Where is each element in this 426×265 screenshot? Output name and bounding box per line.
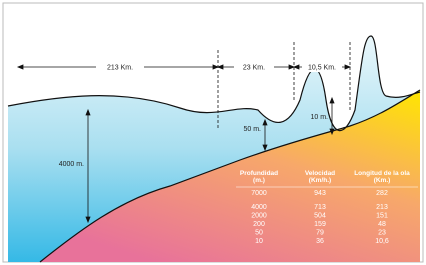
diagram: 213 Km. 23 Km. 10,5 Km. 4000 m. 50 m. 10…: [0, 0, 426, 265]
table-header-unit: (Km/h.): [309, 177, 331, 184]
table-cell: 10: [255, 238, 263, 245]
table-cell: 504: [314, 213, 326, 220]
table-cell: 713: [314, 204, 326, 211]
table-header: Velocidad: [305, 170, 335, 177]
table-cell: 151: [376, 213, 388, 220]
table-cell: 48: [378, 221, 386, 228]
table-cell: 213: [376, 204, 388, 211]
table-cell: 79: [316, 230, 324, 237]
table-cell: 7000: [251, 190, 267, 197]
table-cell: 50: [255, 230, 263, 237]
table-cell: 943: [314, 190, 326, 197]
distance-label: 23 Km.: [243, 65, 265, 72]
distance-label: 10,5 Km.: [308, 65, 336, 72]
table-cell: 282: [376, 190, 388, 197]
table-cell: 4000: [251, 204, 267, 211]
page: {"distances": ["213 Km.", "23 Km.", "10,…: [0, 0, 426, 265]
table-cell: 2000: [251, 213, 267, 220]
table-header-unit: (Km.): [374, 177, 391, 184]
table-cell: 200: [253, 221, 265, 228]
table-header: Profundidad: [240, 170, 278, 177]
table-cell: 36: [316, 238, 324, 245]
table-header-unit: (m.): [253, 177, 265, 184]
distance-label: 213 Km.: [107, 65, 133, 72]
table-cell: 159: [314, 221, 326, 228]
table-header: Longitud de la ola: [354, 170, 410, 177]
depth-label: 4000 m.: [59, 161, 84, 168]
table-cell: 10,6: [375, 238, 389, 245]
depth-label: 50 m.: [243, 126, 261, 133]
table-cell: 23: [378, 230, 386, 237]
depth-label: 10 m.: [310, 114, 328, 121]
